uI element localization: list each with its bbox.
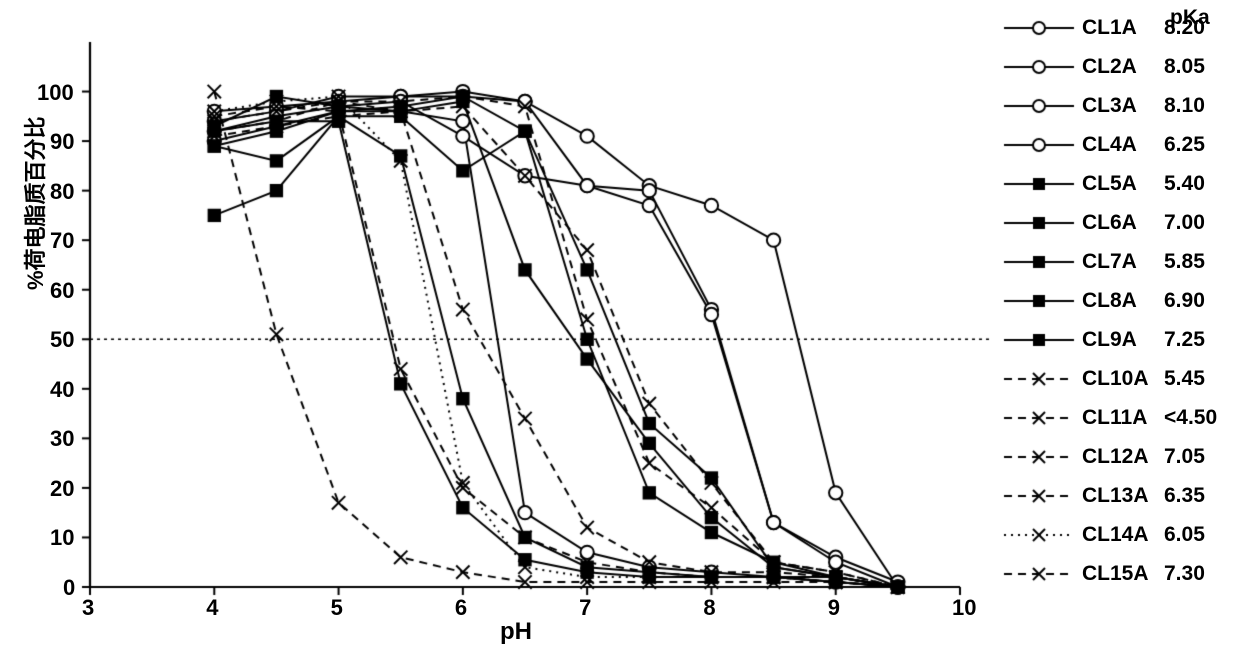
legend-marker-icon bbox=[1000, 208, 1078, 238]
chart-container: { "chart": { "type": "line", "width": 12… bbox=[0, 0, 1240, 651]
legend-marker-icon bbox=[1000, 520, 1078, 550]
legend-marker-icon bbox=[1000, 442, 1078, 472]
y-tick: 10 bbox=[50, 525, 74, 551]
y-tick: 70 bbox=[50, 228, 74, 254]
legend-item: CL13A 6.35 bbox=[1000, 476, 1217, 515]
y-tick: 30 bbox=[50, 426, 74, 452]
legend-label: CL1A bbox=[1082, 17, 1152, 38]
legend-item: CL2A 8.05 bbox=[1000, 47, 1217, 86]
legend-pka: 6.25 bbox=[1164, 134, 1205, 155]
legend-pka: 7.05 bbox=[1164, 446, 1205, 467]
x-tick: 3 bbox=[82, 595, 94, 621]
legend-item: CL7A 5.85 bbox=[1000, 242, 1217, 281]
legend-pka: 5.85 bbox=[1164, 251, 1205, 272]
legend-label: CL9A bbox=[1082, 329, 1152, 350]
legend-pka: 6.05 bbox=[1164, 524, 1205, 545]
legend-item: CL11A <4.50 bbox=[1000, 398, 1217, 437]
legend-label: CL7A bbox=[1082, 251, 1152, 272]
legend-marker-icon bbox=[1000, 52, 1078, 82]
legend-marker-icon bbox=[1000, 559, 1078, 589]
legend-item: CL8A 6.90 bbox=[1000, 281, 1217, 320]
legend-pka: 7.30 bbox=[1164, 563, 1205, 584]
legend-pka: 6.35 bbox=[1164, 485, 1205, 506]
legend-marker-icon bbox=[1000, 481, 1078, 511]
legend-marker-icon bbox=[1000, 325, 1078, 355]
x-tick: 6 bbox=[455, 595, 467, 621]
legend-item: CL10A 5.45 bbox=[1000, 359, 1217, 398]
legend-marker-icon bbox=[1000, 286, 1078, 316]
legend-item: CL1A 8.20 bbox=[1000, 8, 1217, 47]
x-tick: 10 bbox=[952, 595, 976, 621]
y-tick: 60 bbox=[50, 278, 74, 304]
y-tick: 90 bbox=[50, 129, 74, 155]
legend-pka: <4.50 bbox=[1164, 407, 1217, 428]
legend-label: CL8A bbox=[1082, 290, 1152, 311]
legend-marker-icon bbox=[1000, 130, 1078, 160]
legend-label: CL13A bbox=[1082, 485, 1152, 506]
legend: CL1A 8.20 CL2A 8.05 CL3A 8.10 CL4A 6.25 CL5A 5.40… bbox=[1000, 8, 1217, 593]
x-tick: 9 bbox=[828, 595, 840, 621]
y-tick: 100 bbox=[37, 80, 74, 106]
legend-marker-icon bbox=[1000, 13, 1078, 43]
y-tick: 40 bbox=[50, 377, 74, 403]
legend-item: CL14A 6.05 bbox=[1000, 515, 1217, 554]
x-axis-label: pH bbox=[500, 618, 532, 646]
legend-item: CL12A 7.05 bbox=[1000, 437, 1217, 476]
legend-item: CL15A 7.30 bbox=[1000, 554, 1217, 593]
legend-item: CL9A 7.25 bbox=[1000, 320, 1217, 359]
legend-label: CL3A bbox=[1082, 95, 1152, 116]
y-tick: 0 bbox=[63, 575, 75, 601]
legend-label: CL11A bbox=[1082, 407, 1152, 428]
legend-pka: 5.40 bbox=[1164, 173, 1205, 194]
legend-pka: 8.05 bbox=[1164, 56, 1205, 77]
legend-label: CL6A bbox=[1082, 212, 1152, 233]
legend-item: CL6A 7.00 bbox=[1000, 203, 1217, 242]
legend-item: CL4A 6.25 bbox=[1000, 125, 1217, 164]
legend-marker-icon bbox=[1000, 364, 1078, 394]
x-tick: 5 bbox=[331, 595, 343, 621]
legend-pka: 8.10 bbox=[1164, 95, 1205, 116]
y-axis-label: %荷电脂质百分比 bbox=[18, 116, 50, 290]
legend-item: CL5A 5.40 bbox=[1000, 164, 1217, 203]
legend-pka: 7.00 bbox=[1164, 212, 1205, 233]
legend-marker-icon bbox=[1000, 247, 1078, 277]
legend-label: CL5A bbox=[1082, 173, 1152, 194]
legend-label: CL12A bbox=[1082, 446, 1152, 467]
legend-label: CL15A bbox=[1082, 563, 1152, 584]
legend-marker-icon bbox=[1000, 169, 1078, 199]
legend-marker-icon bbox=[1000, 403, 1078, 433]
legend-label: CL10A bbox=[1082, 368, 1152, 389]
legend-pka: 5.45 bbox=[1164, 368, 1205, 389]
y-tick: 80 bbox=[50, 179, 74, 205]
legend-marker-icon bbox=[1000, 91, 1078, 121]
y-tick: 50 bbox=[50, 327, 74, 353]
legend-label: CL2A bbox=[1082, 56, 1152, 77]
y-tick: 20 bbox=[50, 476, 74, 502]
legend-item: CL3A 8.10 bbox=[1000, 86, 1217, 125]
x-tick: 7 bbox=[579, 595, 591, 621]
legend-pka: 8.20 bbox=[1164, 17, 1205, 38]
x-tick: 8 bbox=[703, 595, 715, 621]
legend-pka: 6.90 bbox=[1164, 290, 1205, 311]
x-tick: 4 bbox=[206, 595, 218, 621]
legend-label: CL14A bbox=[1082, 524, 1152, 545]
legend-label: CL4A bbox=[1082, 134, 1152, 155]
legend-pka: 7.25 bbox=[1164, 329, 1205, 350]
